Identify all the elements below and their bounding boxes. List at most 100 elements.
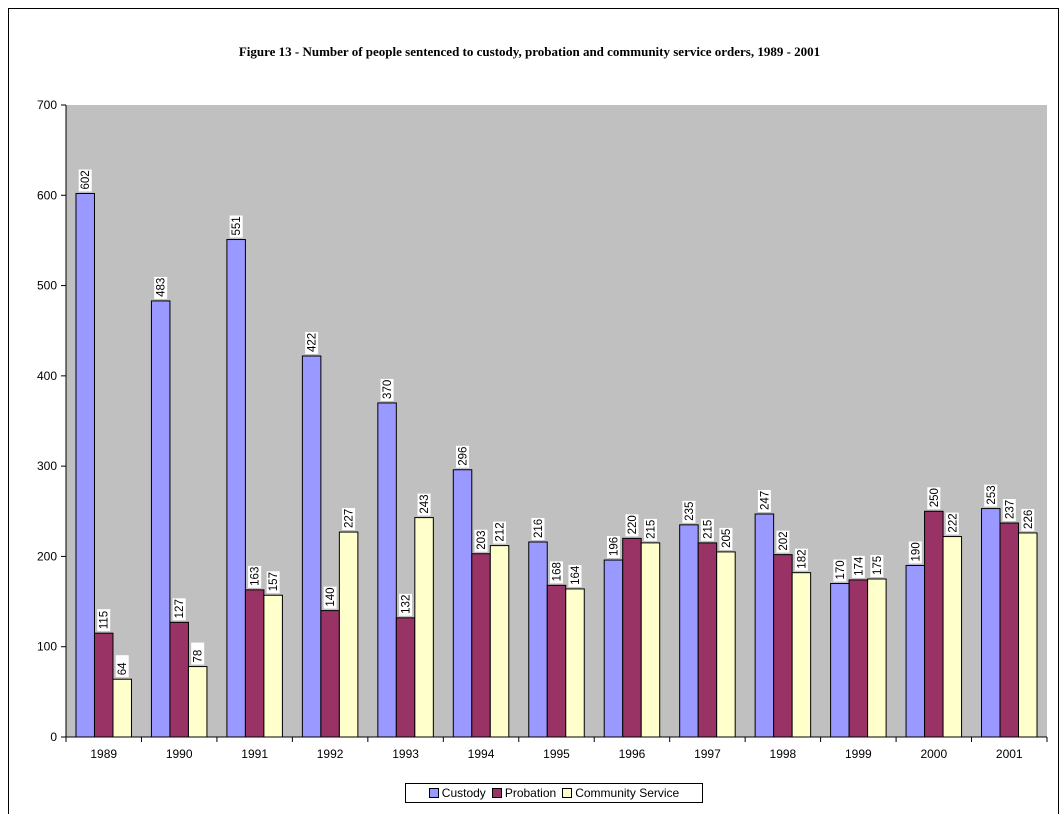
data-label-bg (625, 514, 639, 537)
legend-item: Custody (428, 786, 486, 800)
legend-swatch (428, 788, 439, 798)
bar (981, 508, 1001, 738)
data-label: 174 (853, 556, 865, 576)
data-label-bg (870, 555, 884, 577)
bar (924, 510, 944, 738)
data-label: 253 (986, 485, 998, 504)
bar (112, 678, 132, 738)
bar (942, 536, 963, 738)
bar (754, 513, 775, 738)
data-label: 247 (759, 491, 771, 510)
bar (791, 572, 812, 738)
data-label: 64 (117, 662, 129, 675)
x-tick-label: 2001 (996, 747, 1023, 761)
data-label: 235 (684, 502, 696, 521)
x-tick-label: 1992 (317, 747, 344, 761)
bar (867, 578, 887, 738)
data-label-bg (927, 487, 941, 510)
data-label-bg (474, 529, 488, 552)
data-label: 243 (419, 494, 431, 513)
data-label-bg (945, 512, 959, 535)
data-label: 157 (268, 572, 280, 591)
data-label-bg (266, 571, 280, 594)
data-label: 296 (458, 447, 470, 466)
bar (75, 192, 95, 738)
data-label: 250 (929, 488, 941, 507)
x-tick-label: 1991 (241, 747, 268, 761)
bar (150, 300, 171, 738)
data-label-bg (700, 518, 714, 541)
x-tick-label: 1990 (166, 747, 193, 761)
y-tick-label: 0 (50, 730, 57, 744)
y-tick-label: 200 (37, 549, 57, 563)
data-label-bg (606, 536, 620, 559)
data-label-bg (456, 445, 470, 468)
bar (452, 469, 473, 738)
x-tick-label: 1996 (619, 747, 646, 761)
bar (830, 583, 850, 738)
x-tick-label: 1998 (770, 747, 797, 761)
bar (603, 559, 624, 738)
legend-item: Community Service (562, 786, 679, 800)
data-label-bg (380, 378, 394, 401)
data-label: 205 (721, 529, 733, 548)
data-label-bg (984, 484, 998, 507)
bar (565, 588, 585, 738)
data-label-bg (493, 521, 507, 544)
x-tick-label: 1994 (468, 747, 495, 761)
data-label: 168 (552, 562, 564, 581)
data-label-bg (719, 527, 733, 550)
data-label-bg (643, 518, 657, 541)
data-label-bg (757, 489, 771, 512)
data-label-bg (550, 561, 563, 584)
legend-label: Probation (504, 786, 557, 800)
data-label: 190 (910, 542, 922, 561)
data-label-bg (568, 564, 582, 587)
data-label: 170 (835, 560, 847, 579)
data-label-bg (229, 215, 243, 238)
data-label-bg (97, 609, 111, 632)
data-label-bg (833, 559, 847, 582)
data-label: 602 (80, 170, 92, 189)
bar (716, 551, 736, 738)
data-label-bg (776, 530, 790, 553)
x-tick-label: 1997 (694, 747, 721, 761)
data-label-bg (154, 276, 168, 299)
bar (93, 632, 114, 738)
bar (414, 517, 434, 738)
data-label: 127 (174, 599, 186, 618)
x-tick-label: 2000 (920, 747, 947, 761)
legend-swatch (562, 788, 573, 798)
data-label: 163 (250, 567, 262, 586)
data-label-bg (305, 331, 319, 354)
y-tick-label: 600 (37, 188, 57, 202)
data-label-bg (851, 555, 865, 578)
data-label: 115 (99, 611, 111, 629)
data-label-bg (172, 598, 186, 621)
x-tick-label: 1989 (90, 747, 117, 761)
y-tick-label: 500 (37, 279, 57, 293)
data-label-bg (1021, 508, 1035, 531)
data-label: 203 (476, 531, 488, 550)
data-label: 132 (401, 595, 413, 614)
data-label: 212 (495, 522, 507, 541)
data-label-bg (417, 493, 431, 516)
bar (471, 553, 491, 738)
bar (640, 542, 661, 738)
bar (320, 610, 340, 738)
legend: Custody Probation Community Service (405, 783, 703, 803)
data-label: 222 (947, 513, 959, 532)
data-label: 227 (344, 509, 356, 528)
bar (395, 617, 416, 738)
bar (679, 524, 699, 738)
data-label-bg (323, 586, 337, 609)
bar (848, 579, 869, 738)
data-label-bg (115, 655, 129, 678)
data-label: 196 (608, 537, 620, 556)
data-label: 237 (1004, 500, 1016, 519)
legend-label: Custody (441, 786, 486, 800)
chart-title: Figure 13 - Number of people sentenced t… (238, 44, 821, 59)
y-tick-label: 300 (37, 459, 57, 473)
bar (528, 541, 548, 738)
bar (905, 564, 926, 738)
